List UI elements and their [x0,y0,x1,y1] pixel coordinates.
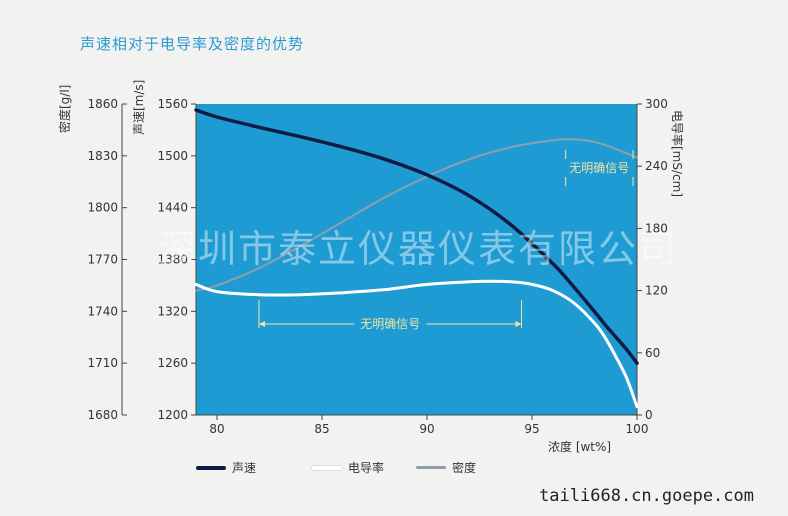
site-url: taili668.cn.goepe.com [539,486,754,506]
x-tick-label: 100 [626,422,649,436]
conductivity-axis-title: 电导率[mS/cm] [670,110,684,198]
speed-tick-label: 1200 [157,408,188,422]
x-axis-title: 浓度 [wt%] [548,440,612,454]
conductivity-tick-label: 120 [645,284,668,298]
legend-conductivity-label: 电导率 [348,461,385,475]
legend-speed: 声速 [196,459,256,476]
speed-axis-title: 声速[m/s] [132,79,146,135]
density-tick-label: 1860 [87,97,118,111]
legend-speed-swatch [196,465,226,470]
conductivity-annotation-label: 无明确信号 [360,317,420,331]
conductivity-annotation-arrow-left [259,321,265,327]
legend-density: 密度 [416,459,476,476]
x-tick-label: 95 [524,422,539,436]
x-tick-label: 90 [419,422,434,436]
x-tick-label: 80 [209,422,224,436]
conductivity-tick-label: 60 [645,346,660,360]
speed-tick-label: 1320 [157,304,188,318]
conductivity-series-line [194,279,639,409]
conductivity-annotation-arrow-right [515,321,522,327]
speed-tick-label: 1500 [157,149,188,163]
density-tick-label: 1800 [87,201,118,215]
density-tick-label: 1830 [87,149,118,163]
speed-tick-label: 1560 [157,97,188,111]
legend-speed-label: 声速 [232,461,257,475]
legend-conductivity: 电导率 [312,459,384,476]
conductivity-annotation-label-bg [354,315,427,333]
density-tick-label: 1770 [87,253,118,267]
plot-area [196,104,637,415]
density-tick-label: 1710 [87,356,118,370]
density-tick-label: 1680 [87,408,118,422]
x-tick-label: 85 [314,422,329,436]
conductivity-tick-label: 300 [645,97,668,111]
speed-tick-label: 1380 [157,253,188,267]
conductivity-tick-label: 240 [645,159,668,173]
speed-tick-label: 1440 [157,201,188,215]
legend-density-swatch [416,466,446,469]
conductivity-tick-label: 180 [645,221,668,235]
density-annotation-label: 无明确信号 [569,161,629,175]
speed-series-line [194,108,639,365]
density-tick-label: 1740 [87,304,118,318]
speed-tick-label: 1260 [157,356,188,370]
density-series-line [195,138,638,292]
watermark: 深圳市泰立仪器仪表有限公司 [158,227,679,271]
legend-density-label: 密度 [452,461,477,475]
density-axis-title: 密度[g/l] [58,84,72,133]
conductivity-tick-label: 0 [645,408,653,422]
chart-title: 声速相对于电导率及密度的优势 [80,35,305,53]
density-annotation-label-bg [563,159,636,177]
legend-conductivity-swatch [312,465,342,470]
